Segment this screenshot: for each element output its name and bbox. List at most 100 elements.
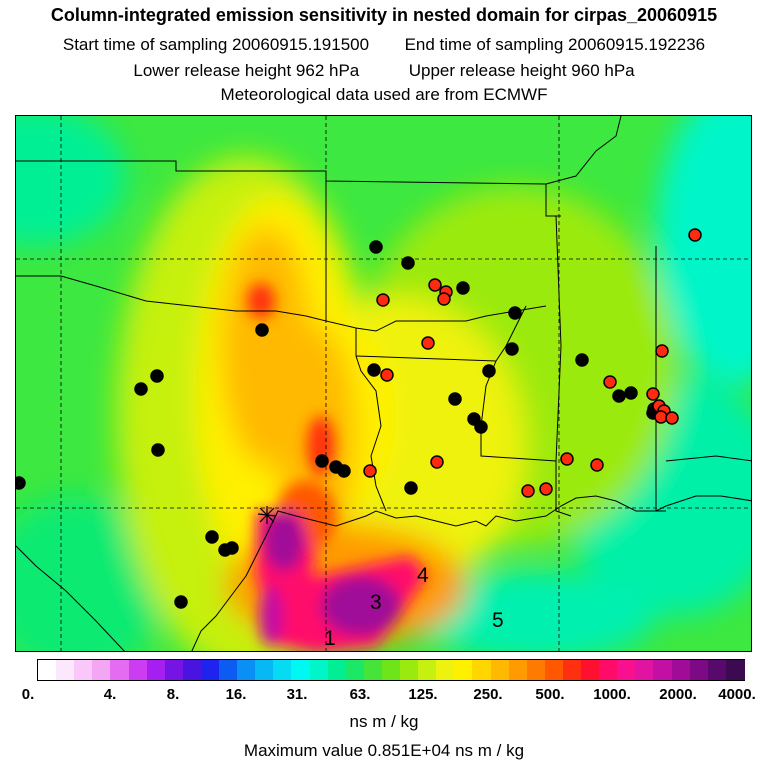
colorbar-swatch <box>182 660 203 680</box>
site-marker-black <box>401 256 415 270</box>
colorbar-swatch <box>110 660 130 680</box>
colorbar-swatch <box>617 660 637 680</box>
site-marker-red <box>560 452 574 466</box>
site-marker-black <box>456 281 470 295</box>
sensitivity-map: 1 3 4 5 <box>15 115 752 652</box>
site-marker-red <box>376 293 390 307</box>
colorbar-tick-label: 0. <box>21 686 35 703</box>
site-marker-black <box>624 386 638 400</box>
colorbar-swatch <box>74 660 94 680</box>
colorbar-swatch <box>544 660 565 680</box>
colorbar-tick-label: 8. <box>166 686 180 703</box>
site-marker-red <box>655 344 669 358</box>
site-marker-red <box>688 228 702 242</box>
colorbar-swatch <box>635 660 655 680</box>
colorbar-swatch <box>581 660 601 680</box>
colorbar-swatch <box>291 660 311 680</box>
colorbar-swatch <box>128 660 148 680</box>
colorbar-swatch <box>345 660 366 680</box>
colorbar-swatch <box>219 660 239 680</box>
colorbar-swatch <box>56 660 76 680</box>
colorbar-swatch <box>725 660 746 680</box>
colorbar-swatch <box>707 660 728 680</box>
colorbar-swatch <box>599 660 619 680</box>
coastline <box>16 495 751 651</box>
site-marker-red <box>363 464 377 478</box>
colorbar <box>37 659 746 681</box>
site-marker-black <box>134 382 148 396</box>
measurement-sites <box>16 228 702 609</box>
colorbar-swatch <box>400 660 420 680</box>
site-marker-red <box>421 336 435 350</box>
site-marker-red <box>521 484 535 498</box>
colorbar-tick-label: 4. <box>103 686 117 703</box>
site-marker-black <box>174 595 188 609</box>
region-label-1: 1 <box>324 627 336 650</box>
colorbar-swatch <box>309 660 330 680</box>
end-time-label: End time of sampling 20060915.192236 <box>404 35 706 54</box>
site-marker-red <box>430 455 444 469</box>
lower-release-label: Lower release height 962 hPa <box>133 61 360 80</box>
colorbar-tick-label: 250. <box>473 686 503 703</box>
site-marker-red <box>590 458 604 472</box>
colorbar-tick-label: 16. <box>225 686 247 703</box>
colorbar-swatch <box>689 660 710 680</box>
site-marker-black <box>150 369 164 383</box>
colorbar-swatch <box>562 660 583 680</box>
site-marker-black <box>482 364 496 378</box>
site-marker-black <box>225 541 239 555</box>
start-time-label: Start time of sampling 20060915.191500 <box>62 35 370 54</box>
site-marker-black <box>575 353 589 367</box>
colorbar-swatch <box>164 660 185 680</box>
plot-title: Column-integrated emission sensitivity i… <box>50 5 718 25</box>
upper-release-label: Upper release height 960 hPa <box>408 61 635 80</box>
site-marker-black <box>448 392 462 406</box>
region-label-3: 3 <box>370 591 382 614</box>
site-marker-red <box>539 482 553 496</box>
colorbar-swatch <box>418 660 438 680</box>
site-marker-red <box>380 368 394 382</box>
colorbar-swatch <box>38 660 58 680</box>
colorbar-swatch <box>671 660 692 680</box>
colorbar-swatch <box>327 660 348 680</box>
colorbar-tick-label: 2000. <box>659 686 697 703</box>
colorbar-swatch <box>472 660 492 680</box>
site-marker-black <box>151 443 165 457</box>
site-marker-black <box>505 342 519 356</box>
met-data-label: Meteorological data used are from ECMWF <box>220 85 548 104</box>
site-marker-black <box>16 476 26 490</box>
colorbar-swatch <box>273 660 293 680</box>
colorbar-swatch <box>200 660 221 680</box>
site-marker-black <box>205 530 219 544</box>
colorbar-swatch <box>490 660 511 680</box>
colorbar-swatch <box>381 660 402 680</box>
site-marker-black <box>369 240 383 254</box>
site-marker-red <box>646 387 660 401</box>
site-marker-red <box>428 278 442 292</box>
site-marker-black <box>367 363 381 377</box>
site-marker-black <box>612 389 626 403</box>
release-height-line: Lower release height 962 hPa Upper relea… <box>0 61 768 81</box>
sampling-time-line: Start time of sampling 20060915.191500 E… <box>0 35 768 55</box>
site-marker-black <box>255 323 269 337</box>
site-marker-red <box>654 410 668 424</box>
region-label-4: 4 <box>417 564 429 587</box>
colorbar-swatch <box>454 660 474 680</box>
colorbar-tick-label: 63. <box>349 686 371 703</box>
colorbar-tick-label: 125. <box>408 686 438 703</box>
colorbar-swatch <box>653 660 673 680</box>
colorbar-tick-label: 500. <box>535 686 565 703</box>
site-marker-black <box>508 306 522 320</box>
colorbar-swatch <box>526 660 547 680</box>
max-value-label: Maximum value 0.851E+04 ns m / kg <box>243 741 525 760</box>
site-marker-black <box>404 481 418 495</box>
region-label-5: 5 <box>492 609 504 632</box>
site-marker-black <box>474 420 488 434</box>
colorbar-tick-label: 1000. <box>593 686 631 703</box>
colorbar-swatch <box>146 660 167 680</box>
units-label: ns m / kg <box>349 712 419 731</box>
site-marker-red <box>665 411 679 425</box>
colorbar-swatch <box>363 660 384 680</box>
colorbar-swatch <box>237 660 257 680</box>
site-marker-red <box>437 292 451 306</box>
